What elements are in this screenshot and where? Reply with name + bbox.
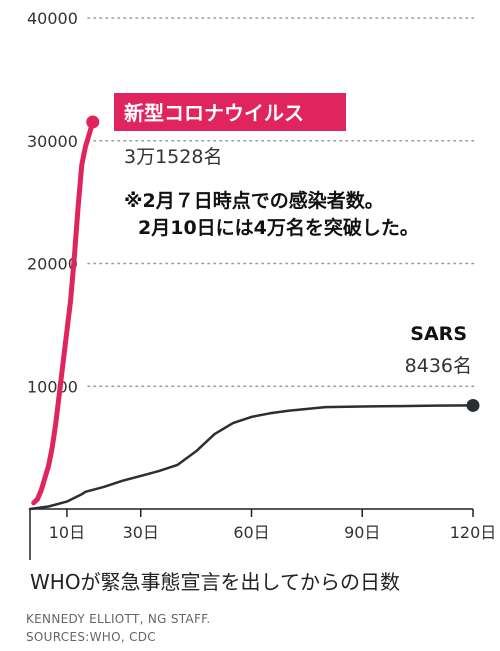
x-axis-label: WHOが緊急事態宣言を出してからの日数 <box>30 570 400 594</box>
ncov-label-box <box>114 93 346 131</box>
ncov-count-label: 3万1528名 <box>124 146 222 168</box>
sars-series-name: SARS <box>410 323 467 345</box>
ncov-series-line <box>31 119 96 506</box>
y-tick-label: 20000 <box>27 255 78 274</box>
x-axis: 10日 30日 60日 90日 120日 <box>29 508 497 560</box>
annotation-line-1: ※2月７日時点での感染者数。 <box>124 189 384 212</box>
x-tick-label: 60日 <box>233 523 269 542</box>
y-axis: 10000 20000 30000 40000 <box>27 9 78 396</box>
x-tick-label: 10日 <box>49 523 85 542</box>
sars-series-line <box>28 404 475 511</box>
y-tick-label: 40000 <box>27 9 78 28</box>
credit-line-1: KENNEDY ELLIOTT, NG STAFF. <box>26 612 211 626</box>
y-tick-label: 30000 <box>27 132 78 151</box>
sars-count-label: 8436名 <box>405 355 472 377</box>
series-lines <box>28 115 480 511</box>
credit-line-2: SOURCES:WHO, CDC <box>26 630 156 644</box>
y-tick-label: 10000 <box>27 377 78 396</box>
annotation-line-2: 2月10日には4万名を突破した。 <box>138 216 419 239</box>
ncov-series-name: 新型コロナウイルス <box>124 101 304 125</box>
ncov-endpoint <box>86 115 100 129</box>
sars-endpoint <box>466 398 480 412</box>
x-tick-label: 120日 <box>450 523 497 542</box>
grid-lines <box>87 17 479 387</box>
x-tick-label: 90日 <box>344 523 380 542</box>
x-tick-label: 30日 <box>123 523 159 542</box>
